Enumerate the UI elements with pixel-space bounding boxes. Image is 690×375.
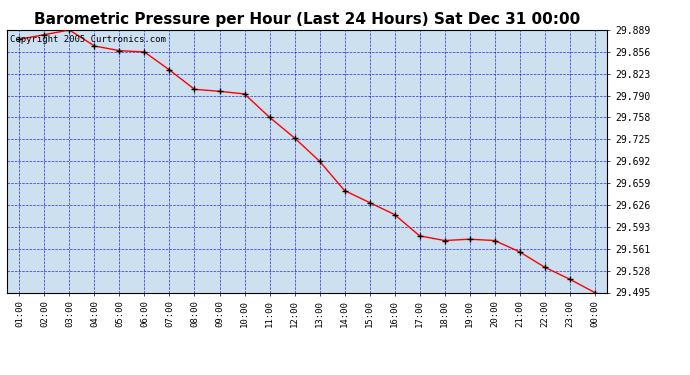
Text: Copyright 2005 Curtronics.com: Copyright 2005 Curtronics.com	[10, 35, 166, 44]
Title: Barometric Pressure per Hour (Last 24 Hours) Sat Dec 31 00:00: Barometric Pressure per Hour (Last 24 Ho…	[34, 12, 580, 27]
